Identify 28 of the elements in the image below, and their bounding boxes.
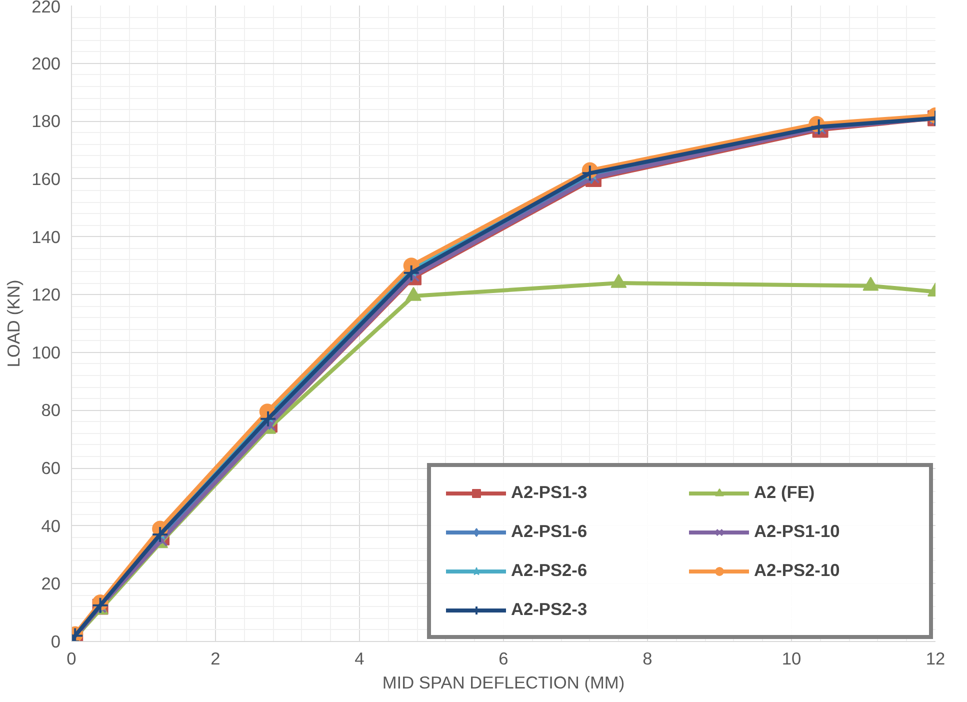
y-tick-label: 60 — [41, 458, 61, 478]
legend-label: A2-PS1-6 — [511, 521, 588, 542]
x-tick-label: 12 — [926, 648, 946, 668]
y-tick-label: 100 — [32, 342, 61, 362]
x-tick-label: 10 — [782, 648, 802, 668]
y-tick-label: 140 — [32, 226, 61, 247]
y-tick-label: 180 — [32, 111, 61, 132]
legend-label: A2-PS1-10 — [754, 521, 841, 542]
x-axis-title: MID SPAN DEFLECTION (MM) — [382, 672, 625, 692]
x-tick-label: 8 — [642, 648, 652, 668]
legend-label: A2-PS2-3 — [511, 599, 588, 620]
y-tick-label: 40 — [41, 516, 61, 536]
legend-label: A2-PS1-3 — [511, 482, 588, 503]
y-axis-title: LOAD (KN) — [4, 280, 24, 368]
y-tick-label: 220 — [32, 0, 61, 16]
legend-label: A2-PS2-6 — [511, 560, 588, 581]
x-tick-label: 0 — [66, 648, 76, 668]
legend-label: A2-PS2-10 — [754, 560, 841, 581]
y-tick-label: 80 — [41, 400, 61, 420]
legend-label: A2 (FE) — [754, 482, 816, 503]
x-tick-label: 2 — [210, 648, 220, 668]
y-tick-label: 0 — [50, 632, 61, 652]
x-tick-label: 6 — [498, 648, 508, 668]
y-tick-label: 120 — [32, 284, 61, 305]
y-tick-label: 200 — [32, 53, 61, 74]
y-tick-label: 20 — [41, 574, 61, 594]
x-tick-label: 4 — [354, 648, 365, 668]
y-tick-label: 160 — [32, 168, 61, 189]
